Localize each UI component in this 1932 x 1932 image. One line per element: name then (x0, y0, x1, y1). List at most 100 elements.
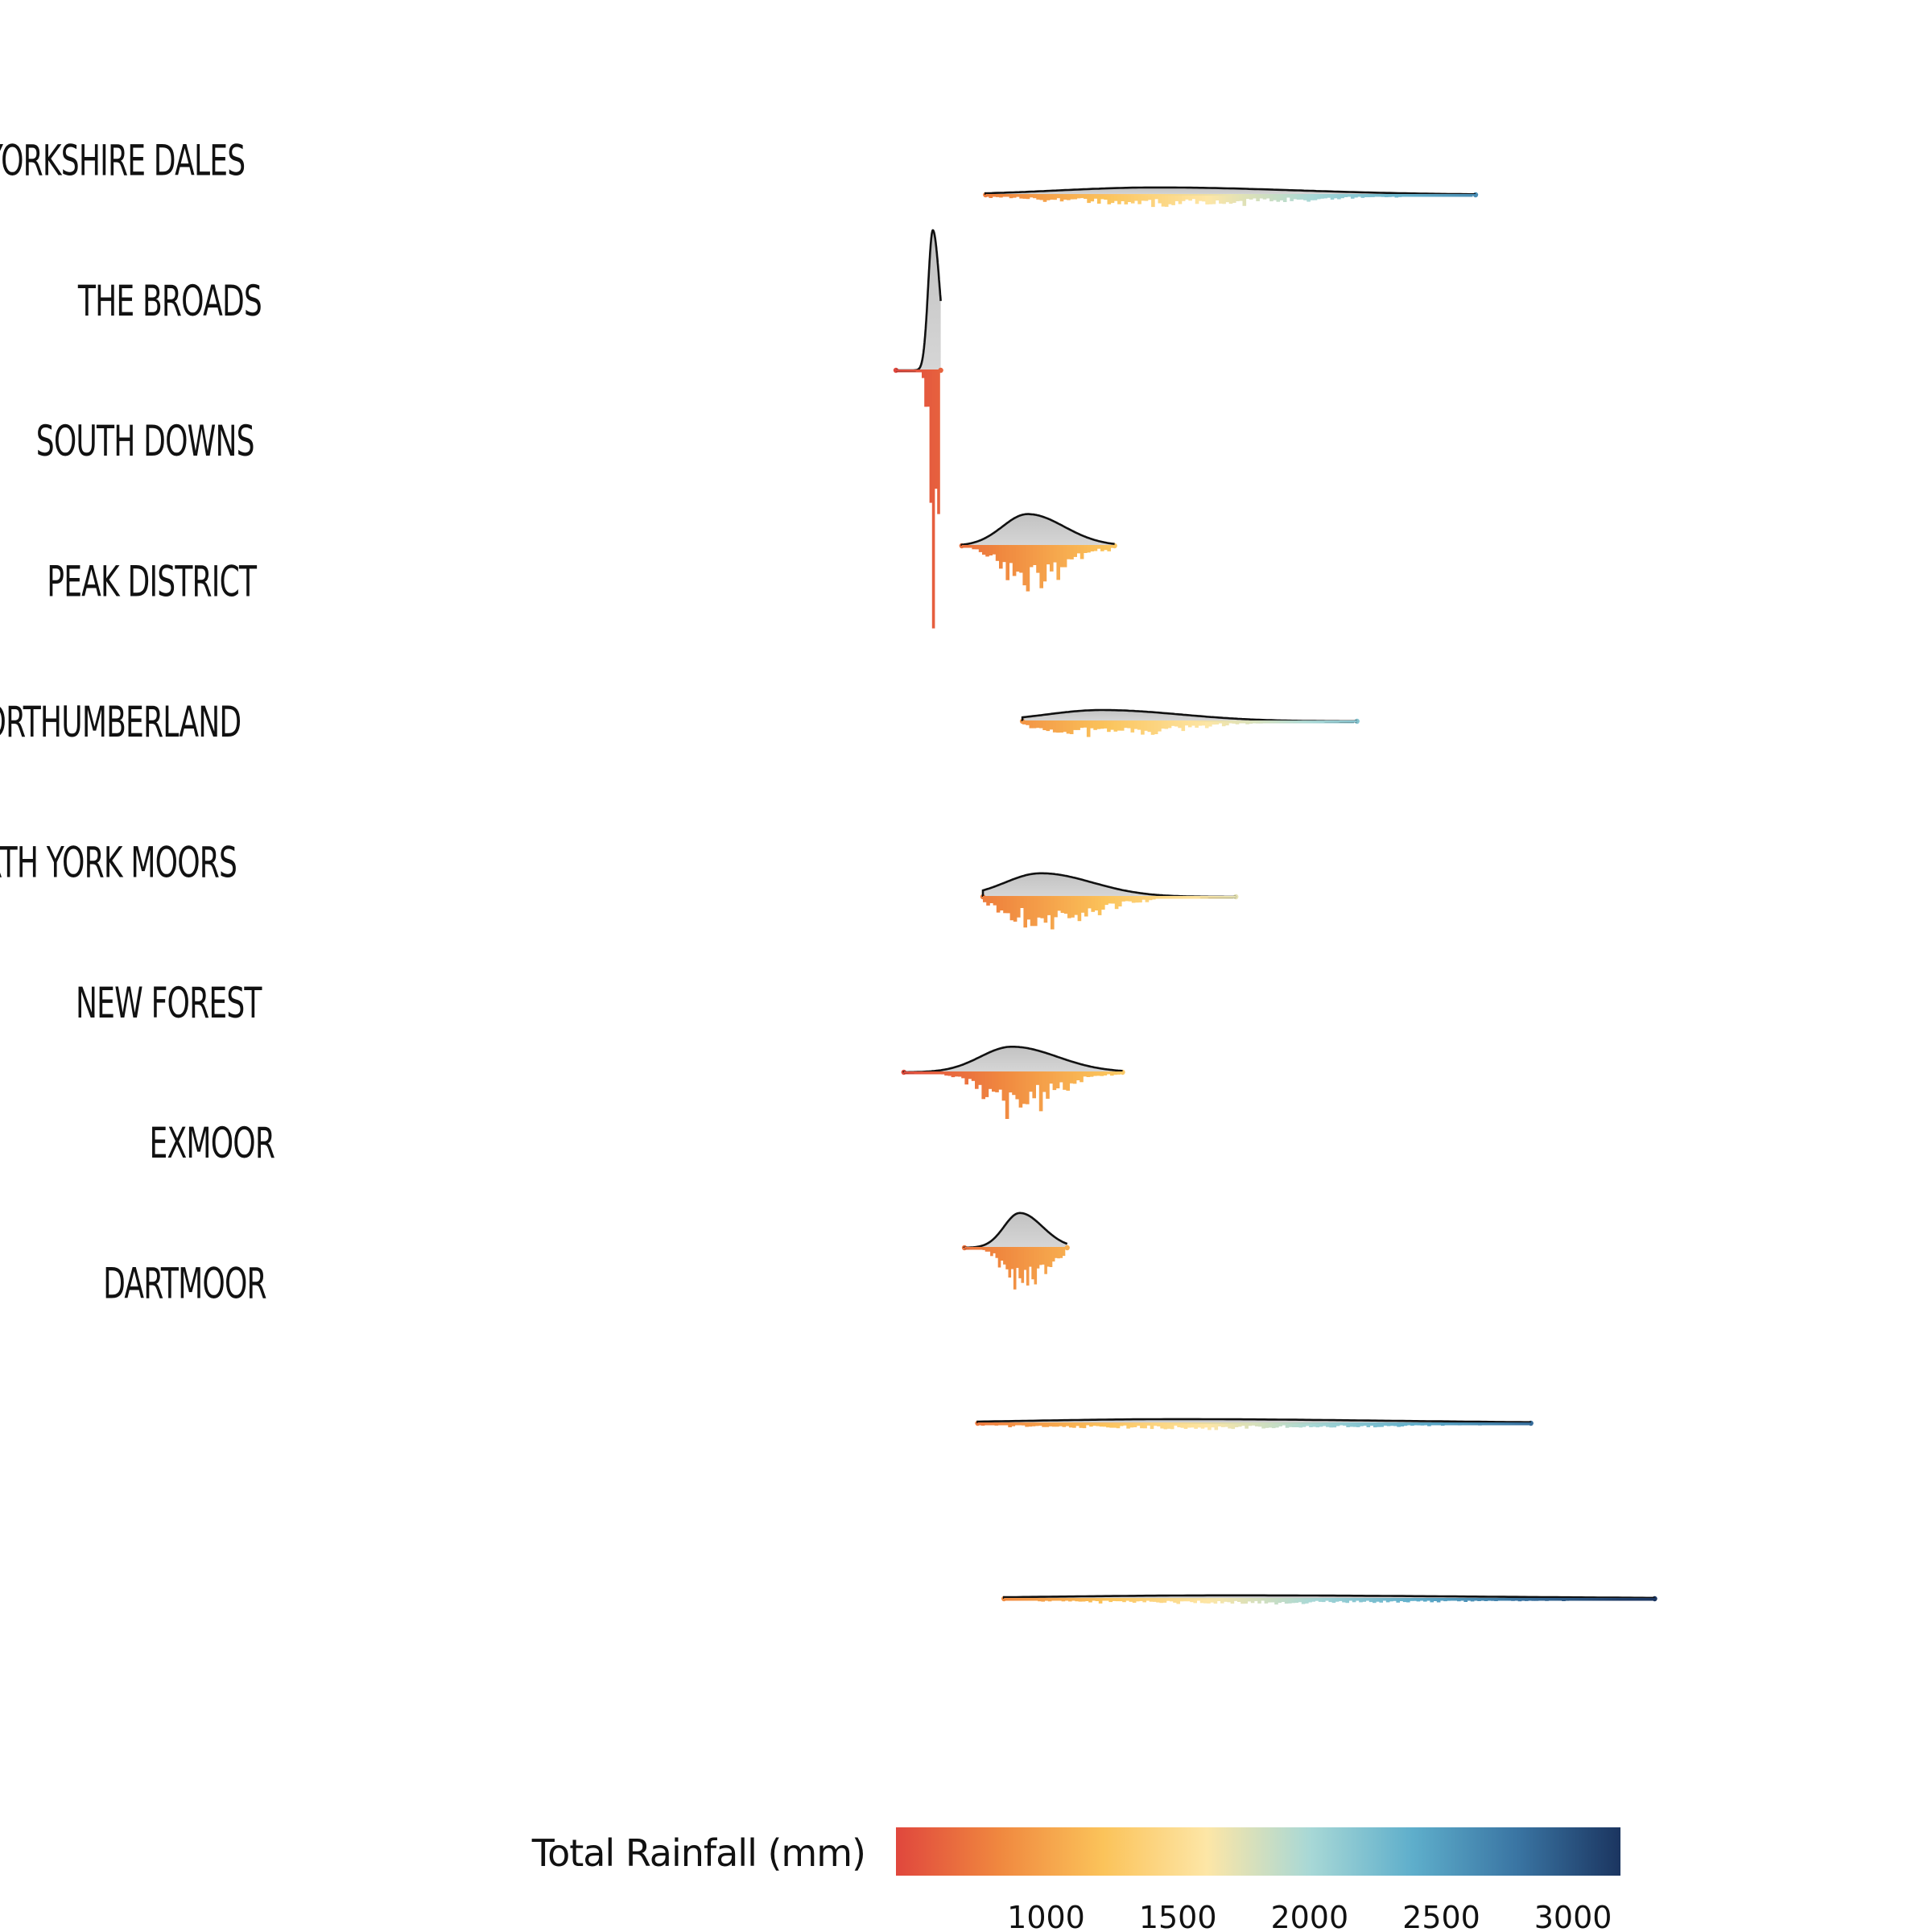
histogram-bar (1005, 546, 1009, 580)
histogram-bar (1247, 1599, 1252, 1602)
histogram-bar (1225, 721, 1229, 726)
histogram-bar (1414, 195, 1419, 197)
histogram-bar (1055, 1599, 1059, 1601)
histogram-bar (1026, 1072, 1030, 1104)
histogram-bar (1484, 1423, 1489, 1426)
histogram-bar (1078, 1599, 1083, 1602)
histogram-bar (1107, 195, 1112, 204)
histogram-bar (934, 1072, 939, 1075)
histogram-bar (1488, 1423, 1492, 1426)
histogram-bar (1178, 721, 1182, 729)
histogram-bar (1340, 721, 1344, 724)
histogram-bar (1419, 1599, 1424, 1601)
histogram-bar (1195, 721, 1199, 728)
histogram-bar (1118, 897, 1122, 906)
histogram-bar (1276, 721, 1280, 724)
colorbar-tick-label: 1500 (1139, 1900, 1217, 1932)
histogram-bar (1150, 1423, 1154, 1430)
histogram-bar (1252, 721, 1257, 724)
histogram-bar (981, 1072, 985, 1100)
row-north-york-moors: NORTH YORK MOORS (0, 837, 1125, 1119)
histogram-bar (1015, 1072, 1019, 1100)
histogram-bar (1168, 195, 1172, 204)
histogram-bar (1259, 195, 1264, 199)
histogram-bar (1382, 1599, 1387, 1601)
histogram-bar (1208, 195, 1213, 204)
histogram-bar (1050, 195, 1054, 200)
histogram-bar (1155, 897, 1159, 899)
histogram-bar (1105, 1599, 1109, 1601)
histogram-bar (1123, 1423, 1127, 1426)
row-yorkshire-dales: YORKSHIRE DALES (0, 135, 1479, 208)
histogram-bar (1515, 1423, 1519, 1426)
histogram-bar (1121, 897, 1125, 902)
histogram-bar (1009, 897, 1014, 921)
histogram-bar (971, 1072, 976, 1081)
histogram-bar (1484, 1599, 1488, 1601)
histogram-bar (1077, 897, 1082, 922)
histogram-bar (1176, 1599, 1180, 1604)
histogram-bar (1046, 897, 1051, 915)
histogram-bar (1400, 1423, 1405, 1426)
histogram-bar (1332, 1423, 1337, 1428)
histogram-bar (1470, 1599, 1475, 1602)
histogram-bar (1070, 195, 1074, 200)
histogram-bar (1439, 195, 1443, 197)
histogram-bar (1293, 195, 1298, 200)
histogram-bar (1174, 1423, 1178, 1426)
histogram-bar (1394, 195, 1399, 198)
histogram-bar (1085, 1423, 1090, 1426)
histogram-bar (1085, 1599, 1089, 1601)
histogram-bar (1278, 1423, 1282, 1426)
histogram-bar (1299, 721, 1304, 724)
histogram-bar (1406, 1599, 1410, 1603)
histogram-bar (1037, 897, 1041, 918)
histogram-bar (1180, 1423, 1185, 1428)
histogram-bar (975, 1072, 979, 1089)
histogram-bar (1034, 1599, 1038, 1601)
histogram-bar (1167, 721, 1172, 729)
histogram-bar (1239, 195, 1243, 201)
histogram-bar (1099, 1423, 1104, 1427)
histogram-bar (1117, 1072, 1121, 1075)
histogram-bar (1038, 1072, 1043, 1112)
histogram-bar (1162, 1599, 1167, 1603)
histogram-bar (1074, 897, 1078, 915)
histogram-bar (1232, 195, 1236, 203)
histogram-bar (927, 1072, 931, 1075)
histogram-bar (1071, 897, 1075, 918)
histogram-bar (1345, 1599, 1349, 1604)
histogram-bar (1043, 897, 1048, 923)
histogram-bar (1053, 195, 1057, 200)
histogram-bar (1136, 1423, 1141, 1426)
histogram-bar (1330, 195, 1335, 200)
histogram-bar (1329, 1423, 1333, 1428)
colorbar (896, 1827, 1620, 1876)
histogram-bar (1288, 1599, 1292, 1604)
histogram-bar (1104, 897, 1108, 906)
histogram-bar (1092, 1599, 1096, 1601)
histogram-bar (1649, 1599, 1653, 1601)
histogram-bar (1305, 1423, 1310, 1426)
histogram-bar (984, 1423, 989, 1426)
histogram-bar (1102, 1599, 1106, 1601)
histogram-bar (1369, 1423, 1374, 1426)
histogram-bar (1122, 1599, 1126, 1603)
histogram-bar (1202, 195, 1206, 202)
histogram-bar (1170, 1599, 1174, 1602)
histogram-bar (1528, 1599, 1532, 1601)
histogram-bar (1073, 546, 1077, 557)
histogram-bar (1084, 897, 1088, 917)
colorbar-ticks: 1000 1500 2000 2500 3000 (1007, 1900, 1612, 1932)
histogram-bar (1026, 1248, 1030, 1286)
histogram-bar (998, 1072, 1002, 1090)
histogram-bar (1342, 1599, 1346, 1603)
row-label: YORKSHIRE DALES (0, 135, 245, 185)
histogram-bar (1022, 1072, 1026, 1104)
histogram-bar (1315, 1423, 1320, 1428)
histogram-bar (1360, 1423, 1364, 1426)
histogram-bar (1437, 1423, 1442, 1426)
histogram-bar (1012, 195, 1017, 198)
histogram-bar (1125, 1599, 1129, 1601)
histogram-bar (1076, 1072, 1080, 1080)
